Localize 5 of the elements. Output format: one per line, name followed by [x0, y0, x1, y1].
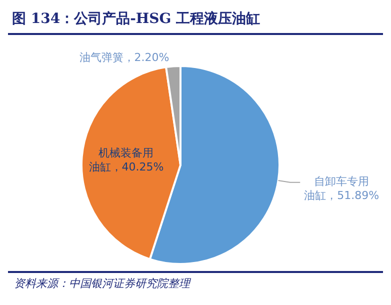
chart-title: 图 134：公司产品-HSG 工程液压油缸	[11, 10, 262, 29]
slice-label: 机械装备用油缸，40.25%	[88, 146, 164, 174]
slice-label: 自卸车专用油缸，51.89%	[304, 175, 380, 202]
text: 资料来源：中国银河证券研究院整理	[13, 276, 192, 291]
slice-label: 油气弹簧，2.20%	[79, 51, 170, 64]
